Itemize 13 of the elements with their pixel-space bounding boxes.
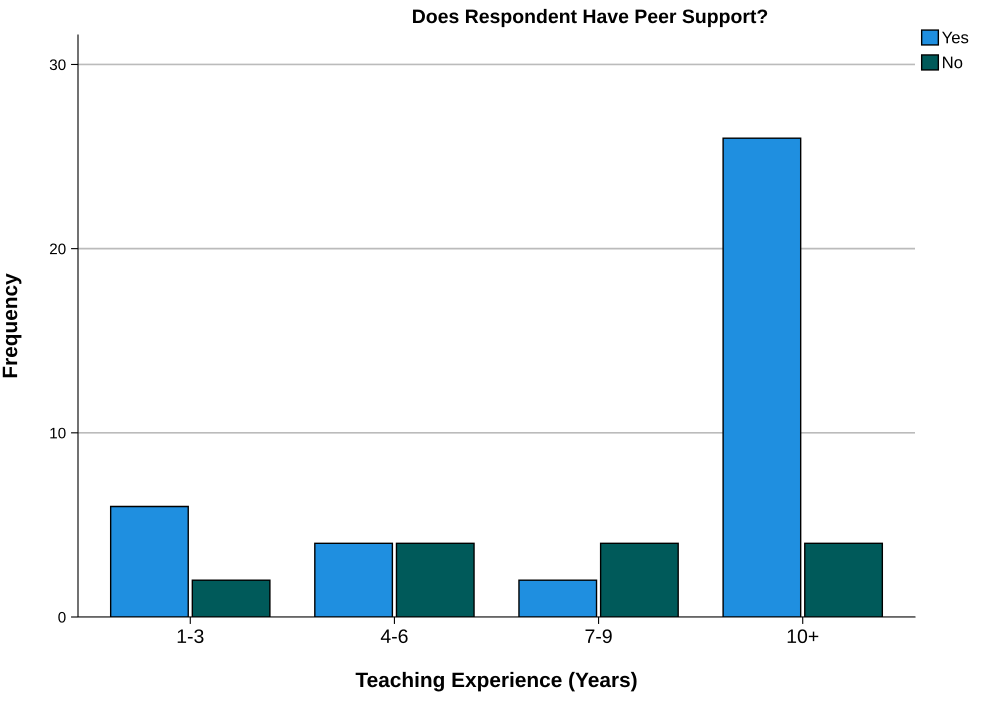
x-tick-label: 4-6 bbox=[380, 629, 408, 644]
legend-label: No bbox=[943, 56, 962, 68]
x-axis-title: Teaching Experience (Years) bbox=[356, 672, 637, 692]
y-tick-label: 10 bbox=[50, 428, 66, 439]
chart-title: Does Respondent Have Peer Support? bbox=[413, 8, 768, 28]
x-tick-label: 10+ bbox=[788, 629, 818, 644]
y-tick-label: 30 bbox=[50, 59, 66, 70]
x-tick-label: 1-3 bbox=[178, 629, 204, 644]
y-tick-label: 20 bbox=[50, 244, 66, 254]
legend-label: Yes bbox=[942, 32, 968, 44]
y-axis-title: Frequency bbox=[2, 273, 22, 378]
x-tick-label: 7-9 bbox=[586, 629, 612, 644]
y-tick-label: 0 bbox=[58, 612, 66, 623]
